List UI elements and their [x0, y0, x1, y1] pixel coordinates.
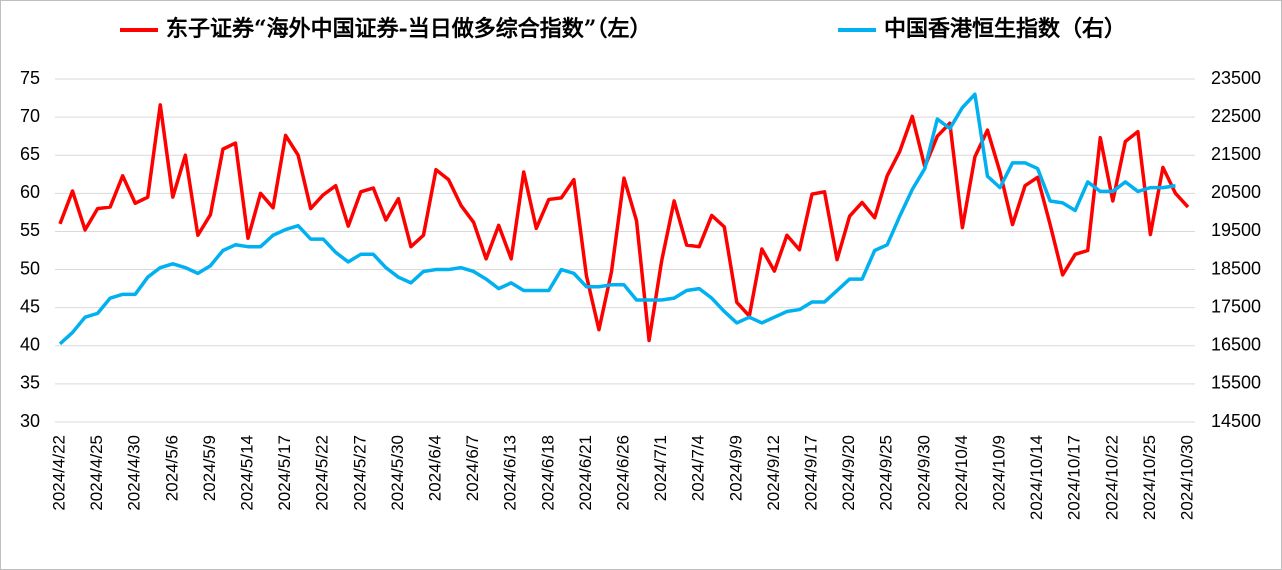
x-tick-label: 2024/5/6 — [162, 435, 181, 501]
series-line — [58, 92, 1176, 346]
x-tick-label: 2024/6/21 — [576, 435, 595, 511]
x-tick-label: 2024/5/17 — [275, 435, 294, 511]
x-tick-label: 2024/5/22 — [313, 435, 332, 511]
x-tick-label: 2024/9/12 — [764, 435, 783, 511]
y-tick-label: 75 — [20, 68, 40, 88]
y2-tick-label: 15500 — [1211, 373, 1261, 393]
x-tick-label: 2024/10/14 — [1027, 435, 1046, 520]
y2-tick-label: 18500 — [1211, 258, 1261, 278]
y2-tick-label: 22500 — [1211, 106, 1261, 126]
x-tick-label: 2024/9/30 — [914, 435, 933, 511]
x-tick-label: 2024/4/30 — [125, 435, 144, 511]
y-tick-label: 70 — [20, 106, 40, 126]
x-tick-label: 2024/5/27 — [350, 435, 369, 511]
x-tick-label: 2024/7/4 — [689, 435, 708, 501]
y2-tick-label: 21500 — [1211, 144, 1261, 164]
y-tick-label: 60 — [20, 182, 40, 202]
y2-tick-label: 20500 — [1211, 182, 1261, 202]
x-tick-label: 2024/6/18 — [538, 435, 557, 511]
x-tick-label: 2024/10/17 — [1065, 435, 1084, 520]
x-tick-label: 2024/5/30 — [388, 435, 407, 511]
y-tick-label: 40 — [20, 335, 40, 355]
y2-tick-label: 23500 — [1211, 68, 1261, 88]
y2-tick-label: 19500 — [1211, 220, 1261, 240]
y-tick-label: 50 — [20, 258, 40, 278]
y-tick-label: 65 — [20, 144, 40, 164]
x-tick-label: 2024/10/22 — [1102, 435, 1121, 520]
x-tick-label: 2024/5/9 — [200, 435, 219, 501]
legend-label: 中国香港恒生指数（右） — [884, 16, 1126, 42]
x-tick-label: 2024/5/14 — [237, 435, 256, 511]
y-tick-label: 30 — [20, 411, 40, 431]
x-tick-label: 2024/4/25 — [87, 435, 106, 511]
y2-tick-label: 14500 — [1211, 411, 1261, 431]
series-line — [58, 103, 1190, 343]
x-tick-label: 2024/10/25 — [1140, 435, 1159, 520]
legend-label: 东子证券“海外中国证券-当日做多综合指数”（左） — [166, 16, 651, 42]
y-tick-label: 55 — [20, 220, 40, 240]
x-tick-label: 2024/10/30 — [1177, 435, 1196, 520]
y2-tick-label: 16500 — [1211, 335, 1261, 355]
x-tick-label: 2024/4/22 — [49, 435, 68, 511]
x-tick-label: 2024/9/25 — [877, 435, 896, 511]
x-tick-label: 2024/10/4 — [952, 435, 971, 511]
x-tick-label: 2024/9/20 — [839, 435, 858, 511]
x-tick-label: 2024/6/4 — [425, 435, 444, 501]
x-tick-label: 2024/6/13 — [501, 435, 520, 511]
y-tick-label: 35 — [20, 373, 40, 393]
x-tick-label: 2024/10/9 — [989, 435, 1008, 511]
x-tick-label: 2024/9/9 — [726, 435, 745, 501]
x-tick-label: 2024/6/7 — [463, 435, 482, 501]
x-tick-label: 2024/9/17 — [801, 435, 820, 511]
x-tick-label: 2024/6/26 — [613, 435, 632, 511]
y-tick-label: 45 — [20, 296, 40, 316]
y2-tick-label: 17500 — [1211, 296, 1261, 316]
x-tick-label: 2024/7/1 — [651, 435, 670, 501]
